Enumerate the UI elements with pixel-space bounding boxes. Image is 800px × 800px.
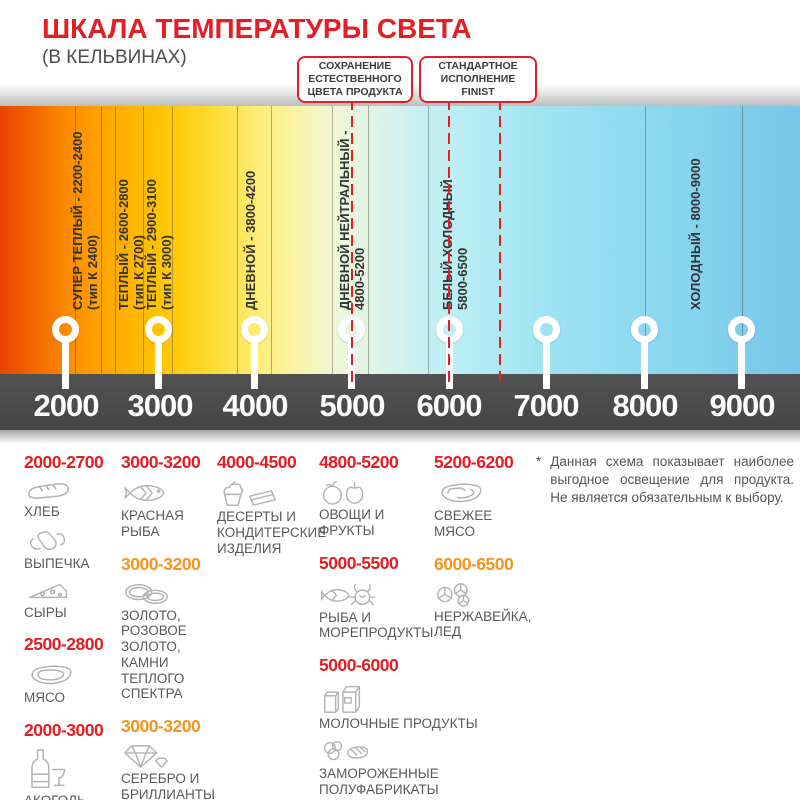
tick-6000: 6000 bbox=[416, 388, 483, 423]
category-alcohol: АКОГОЛЬ bbox=[24, 748, 120, 800]
diamond-icon bbox=[124, 745, 168, 769]
marker-stem bbox=[738, 341, 745, 389]
croissant-icon bbox=[29, 531, 66, 550]
tick-8000: 8000 bbox=[612, 388, 679, 423]
callout-standard-finist: СТАНДАРТНОЕ ИСПОЛНЕНИЕ FINIST bbox=[419, 56, 537, 103]
zone-divider bbox=[332, 106, 333, 374]
callout-natural-color: СОХРАНЕНИЕ ЕСТЕСТВЕННОГО ЦВЕТА ПРОДУКТА bbox=[297, 56, 413, 103]
dessert-icon bbox=[223, 481, 276, 506]
marker-7000 bbox=[533, 316, 560, 343]
marker-stem bbox=[251, 341, 258, 389]
marker-stem bbox=[641, 341, 648, 389]
category-column-4: 4800-5200 ОВОЩИ И ФРУКТЫ 5000-5500 РЫБА … bbox=[319, 452, 504, 800]
dashed-line-natural-color bbox=[351, 99, 353, 385]
range-heading: 5000-6000 bbox=[319, 655, 399, 676]
marker-stem bbox=[543, 341, 550, 389]
marker-stem bbox=[62, 341, 69, 389]
zone-divider bbox=[645, 106, 646, 374]
range-heading: 2000-3000 bbox=[24, 720, 104, 741]
zone-divider bbox=[172, 106, 173, 374]
cheese-icon bbox=[28, 583, 68, 598]
category-silver-diamonds: СЕРЕБРО И БРИЛЛИАНТЫ bbox=[121, 744, 221, 800]
bottom-fade-band bbox=[0, 430, 800, 444]
category-fresh-meat: СВЕЖЕЕ МЯСО bbox=[434, 480, 544, 540]
meat-icon bbox=[31, 665, 72, 685]
milk-icon bbox=[323, 686, 361, 714]
category-frozen: ЗАМОРОЖЕННЫЕ ПОЛУФАБРИКАТЫ bbox=[319, 739, 504, 798]
range-heading: 5000-5500 bbox=[319, 552, 399, 573]
range-heading: 4800-5200 bbox=[319, 452, 399, 472]
category-stainless-ice: НЕРЖАВЕЙКА, ЛЕД bbox=[434, 582, 544, 641]
zone-label-warm-3000: ТЕПЛЫЙ - 2900-3100 (тип К 3000) bbox=[144, 179, 174, 310]
zone-label-cool-white: БЕЛЫЙ ХОЛОДНЫЙ -5800-6500 bbox=[440, 171, 470, 310]
zone-label-daylight: ДНЕВНОЙ - 3800-4200 bbox=[243, 170, 258, 310]
zone-label-cold: ХОЛОДНЫЙ - 8000-9000 bbox=[688, 158, 703, 310]
range-heading: 3000-3200 bbox=[121, 553, 201, 574]
tick-3000: 3000 bbox=[127, 388, 194, 423]
page-title: ШКАЛА ТЕМПЕРАТУРЫ СВЕТА bbox=[42, 13, 472, 44]
category-column-3: 4000-4500 ДЕСЕРТЫ И КОНДИТЕРСКИЕ ИЗДЕЛИЯ bbox=[217, 452, 326, 563]
zone-divider bbox=[75, 106, 76, 374]
category-gold: ЗОЛОТО, РОЗОВОЕ ЗОЛОТО, КАМНИ ТЕПЛОГО СП… bbox=[121, 582, 221, 703]
kelvin-scale-bar bbox=[0, 374, 800, 430]
zone-divider bbox=[115, 106, 116, 374]
range-heading: 2000-2700 bbox=[24, 452, 104, 472]
tick-5000: 5000 bbox=[319, 388, 386, 423]
temperature-gradient-bar: СУПЕР ТЕПЛЫЙ - 2200-2400 (тип К 2400) ТЕП… bbox=[0, 106, 800, 374]
marker-stem bbox=[155, 341, 162, 389]
category-cheese: СЫРЫ bbox=[24, 579, 120, 621]
footnote: * Данная схема показывает наиболее выгод… bbox=[536, 453, 794, 506]
footnote-text: Данная схема показывает наиболее выгодно… bbox=[550, 454, 794, 505]
tick-4000: 4000 bbox=[222, 388, 289, 423]
zone-divider bbox=[143, 106, 144, 374]
marker-9000 bbox=[728, 316, 755, 343]
range-heading: 3000-3200 bbox=[121, 452, 201, 472]
category-column-5: 5200-6200 СВЕЖЕЕ МЯСО 6000-6500 НЕРЖАВЕЙ… bbox=[434, 452, 544, 647]
category-seafood: РЫБА И МОРЕПРОДУКТЫ bbox=[319, 581, 504, 642]
range-heading: 5200-6200 bbox=[434, 452, 514, 472]
zone-divider bbox=[428, 106, 429, 374]
category-bread: ХЛЕБ bbox=[24, 480, 120, 520]
fish-icon bbox=[124, 484, 165, 502]
tick-9000: 9000 bbox=[709, 388, 776, 423]
zone-label-super-warm: СУПЕР ТЕПЛЫЙ - 2200-2400 (тип К 2400) bbox=[70, 131, 100, 310]
category-meat: МЯСО bbox=[24, 662, 120, 706]
range-heading: 4000-4500 bbox=[217, 452, 297, 472]
fruits-icon bbox=[322, 481, 364, 505]
seafood-icon bbox=[321, 583, 375, 605]
gold-rings-icon bbox=[125, 583, 169, 604]
marker-3000 bbox=[145, 316, 172, 343]
range-heading: 3000-3200 bbox=[121, 716, 201, 737]
dashed-line-finist-left bbox=[448, 99, 450, 385]
category-dairy: МОЛОЧНЫЕ ПРОДУКТЫ bbox=[319, 683, 504, 732]
zone-divider bbox=[237, 106, 238, 374]
alcohol-icon bbox=[31, 749, 66, 789]
frozen-food-icon bbox=[323, 740, 369, 761]
category-pastry: ВЫПЕЧКА bbox=[24, 527, 120, 572]
range-heading: 2500-2800 bbox=[24, 634, 104, 655]
footnote-asterisk: * bbox=[536, 454, 542, 469]
zone-divider bbox=[742, 106, 743, 374]
zone-divider bbox=[271, 106, 272, 374]
zone-divider bbox=[368, 106, 369, 374]
zone-divider bbox=[101, 106, 102, 374]
fresh-meat-icon bbox=[441, 483, 482, 503]
category-desserts: ДЕСЕРТЫ И КОНДИТЕРСКИЕ ИЗДЕЛИЯ bbox=[217, 480, 326, 556]
tick-2000: 2000 bbox=[33, 388, 100, 423]
category-red-fish: КРАСНАЯ РЫБА bbox=[121, 480, 221, 540]
zone-label-warm-2700: ТЕПЛЫЙ - 2600-2800 (тип К 2700) bbox=[116, 179, 146, 310]
marker-8000 bbox=[631, 316, 658, 343]
tick-7000: 7000 bbox=[513, 388, 580, 423]
dashed-line-finist-right bbox=[499, 99, 501, 385]
ice-icon bbox=[437, 582, 470, 607]
marker-4000 bbox=[241, 316, 268, 343]
bread-icon bbox=[28, 482, 69, 499]
category-column-1: 2000-2700 ХЛЕБ ВЫПЕЧКА СЫРЫ 2500-2800 bbox=[24, 452, 120, 800]
page-subtitle: (В КЕЛЬВИНАХ) bbox=[42, 47, 187, 68]
category-column-2: 3000-3200 КРАСНАЯ РЫБА 3000-3200 ЗОЛОТО,… bbox=[121, 452, 221, 800]
marker-2000 bbox=[52, 316, 79, 343]
range-heading: 6000-6500 bbox=[434, 553, 514, 574]
category-vegetables-fruits: ОВОЩИ И ФРУКТЫ bbox=[319, 480, 504, 539]
